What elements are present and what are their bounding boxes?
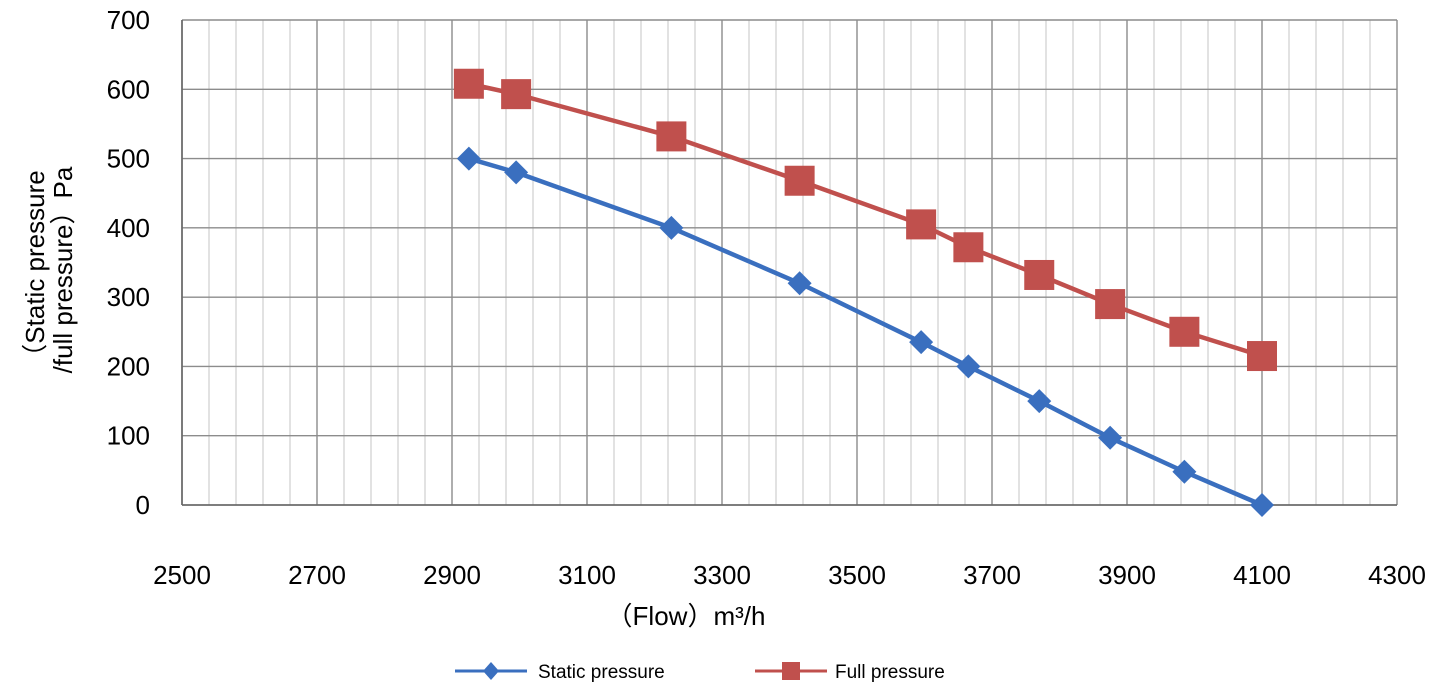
x-tick-label: 3100 <box>558 560 616 590</box>
x-tick-label: 2700 <box>288 560 346 590</box>
static-pressure-point <box>659 215 684 240</box>
legend-marker-full <box>782 662 800 680</box>
y-tick-label: 300 <box>107 282 150 312</box>
x-tick-label: 3700 <box>963 560 1021 590</box>
legend-label-full: Full pressure <box>835 662 945 683</box>
y-tick-label: 100 <box>107 421 150 451</box>
y-axis-title-line1: （Static pressure <box>20 170 50 369</box>
x-tick-label: 2500 <box>153 560 211 590</box>
static-pressure-point <box>456 146 481 171</box>
full-pressure-point <box>1024 259 1055 290</box>
y-axis-title-line2: /full pressure）Pa <box>48 166 78 373</box>
static-pressure-point <box>909 330 934 355</box>
static-pressure-point <box>956 354 981 379</box>
full-pressure-point <box>453 68 484 99</box>
x-tick-labels: 2500 2700 2900 3100 3300 3500 3700 3900 4100 4300 <box>153 560 1426 590</box>
legend-marker-static <box>483 662 499 680</box>
static-pressure-point <box>1098 425 1123 450</box>
y-tick-label: 200 <box>107 351 150 381</box>
legend-item-static-pressure: Static pressure <box>455 662 665 683</box>
full-pressure-point <box>656 121 687 152</box>
x-tick-label: 4100 <box>1233 560 1291 590</box>
full-pressure-point <box>784 165 815 196</box>
y-axis-title: （Static pressure /full pressure）Pa <box>20 166 78 373</box>
legend-label-static: Static pressure <box>538 662 665 683</box>
static-pressure-point <box>1027 389 1052 414</box>
x-tick-label: 2900 <box>423 560 481 590</box>
static-pressure-point <box>1172 459 1197 484</box>
full-pressure-point <box>1095 289 1126 320</box>
y-tick-label: 400 <box>107 213 150 243</box>
minor-gridlines <box>208 20 1371 505</box>
full-pressure-point <box>953 232 984 263</box>
y-tick-label: 700 <box>107 5 150 35</box>
series-layer <box>453 68 1277 517</box>
y-tick-label: 0 <box>136 490 150 520</box>
full-pressure-point <box>906 209 937 240</box>
major-gridlines <box>181 19 1398 506</box>
full-pressure-point <box>501 79 532 110</box>
static-pressure-point <box>504 160 529 185</box>
full-pressure-point <box>1247 341 1277 372</box>
y-tick-label: 600 <box>107 74 150 104</box>
y-tick-label: 500 <box>107 144 150 174</box>
static-pressure-line <box>468 156 1263 508</box>
x-tick-label: 3300 <box>693 560 751 590</box>
x-tick-label: 3900 <box>1098 560 1156 590</box>
x-tick-label: 4300 <box>1368 560 1426 590</box>
x-tick-label: 3500 <box>828 560 886 590</box>
legend-item-full-pressure: Full pressure <box>755 662 945 683</box>
full-pressure-point <box>1169 316 1200 347</box>
full-pressure-line <box>468 81 1263 359</box>
static-pressure-point <box>787 271 812 296</box>
x-axis-title: （Flow）m³/h <box>607 601 766 631</box>
y-tick-labels: 0 100 200 300 400 500 600 700 <box>107 5 150 520</box>
legend: Static pressure Full pressure <box>455 662 945 683</box>
static-pressure-point <box>1250 493 1274 517</box>
